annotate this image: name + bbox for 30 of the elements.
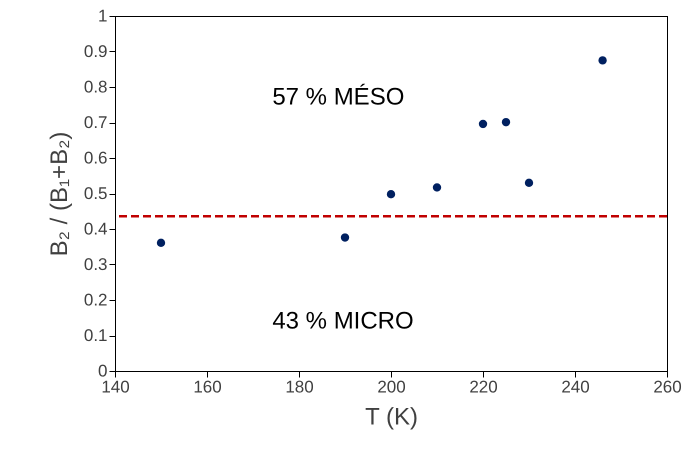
x-tick-label: 200 — [377, 378, 406, 396]
point — [386, 190, 396, 198]
x-tick-label: 160 — [193, 378, 222, 396]
y-tick-label: 0.5 — [84, 184, 108, 203]
point — [156, 238, 166, 248]
y-tick-label: 0.7 — [84, 113, 108, 132]
y-tick-label: 0.4 — [84, 220, 108, 238]
x-tick-label: 180 — [285, 378, 314, 396]
y-tick-label: 0.9 — [84, 42, 108, 61]
x-tick-label: 140 — [101, 378, 130, 396]
x-tick-label: 220 — [469, 378, 498, 396]
x-tick-label: 260 — [653, 378, 682, 396]
point — [432, 183, 442, 192]
annotation: 57 % MÉSO — [272, 84, 404, 111]
x-axis-title: T (K) — [365, 404, 418, 430]
y-tick-label: 0.1 — [84, 326, 108, 345]
y-tick-label: 0 — [98, 362, 108, 380]
y-tick-label: 1 — [98, 6, 108, 26]
x-tick-label: 240 — [561, 378, 590, 396]
y-tick-label: 0.8 — [84, 78, 108, 96]
annotation: 43 % MICRO — [272, 307, 414, 334]
point — [340, 233, 350, 242]
point — [598, 56, 607, 65]
point — [502, 118, 510, 126]
y-tick-label: 0.2 — [84, 290, 108, 310]
point — [524, 178, 534, 188]
y-tick-label: 0.6 — [84, 148, 108, 168]
y-axis-title: B₂ / (B₁+B₂) — [46, 132, 73, 256]
y-tick-label: 0.3 — [84, 255, 108, 274]
point — [478, 120, 488, 128]
